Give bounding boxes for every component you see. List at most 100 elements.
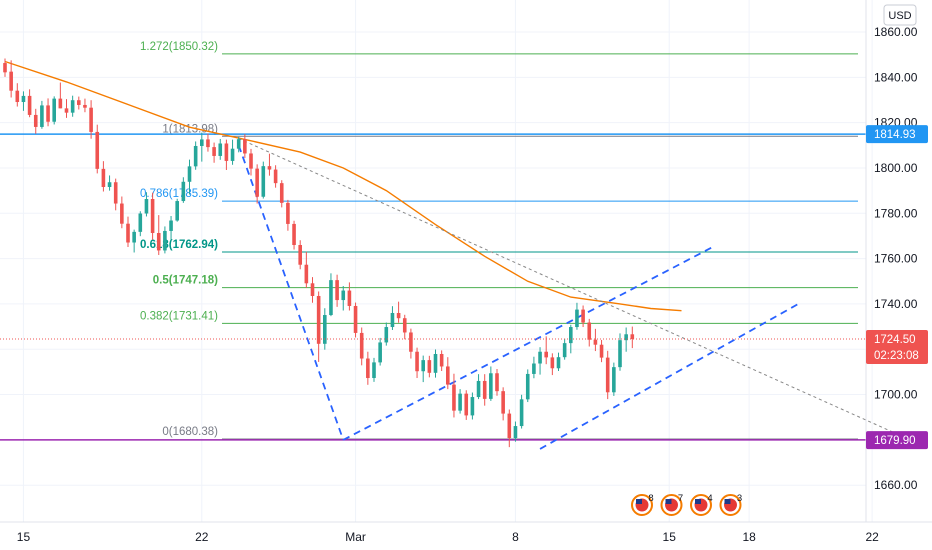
candle-body [310, 283, 315, 296]
candle-body [396, 312, 401, 319]
flag-icon-canton [695, 499, 701, 504]
channel-line[interactable] [342, 246, 713, 441]
price-tick-label: 1780.00 [874, 206, 918, 220]
candle-body [581, 309, 585, 323]
event-badge[interactable]: 7 [660, 493, 684, 516]
candle-body [372, 362, 376, 379]
candle-body [507, 413, 512, 439]
candle-body [261, 166, 266, 197]
event-badge[interactable]: 4 [690, 493, 713, 516]
candle-body [132, 231, 136, 243]
candle-body [304, 264, 309, 284]
event-badge[interactable]: 3 [719, 493, 743, 516]
candle-body [70, 100, 75, 113]
candle-body [9, 71, 13, 91]
candle-body [501, 391, 505, 414]
candle-body [593, 339, 598, 345]
candle-body [126, 223, 130, 243]
candle-body [525, 373, 530, 400]
candle-body [316, 295, 321, 344]
candle-body [446, 366, 450, 385]
candle-body [402, 318, 407, 333]
event-badges[interactable]: 8 7 4 3 [631, 493, 743, 516]
candle-body [193, 145, 198, 167]
time-tick-label: Mar [345, 530, 366, 544]
candle-body [64, 108, 69, 113]
candle-body [470, 397, 475, 416]
level-price-tag [866, 125, 928, 144]
candle-body [347, 290, 352, 306]
candle-body [169, 220, 173, 231]
candle-body [156, 232, 161, 251]
candle-body [206, 139, 210, 148]
candle-body [33, 114, 38, 127]
candle-body [3, 63, 7, 73]
candle-body [15, 90, 20, 103]
currency-button[interactable]: USD [883, 4, 917, 26]
time-tick-label: 15 [663, 530, 677, 544]
candle-body [489, 373, 493, 399]
candle-body [150, 199, 155, 233]
candle-body [544, 351, 548, 358]
price-axis[interactable]: 1660.001680.001700.001720.001740.001760.… [865, 0, 928, 522]
candle-body [439, 353, 444, 367]
fib-level-label: 1.272(1850.32) [140, 41, 218, 53]
candle-body [513, 426, 518, 439]
candle-body [292, 223, 296, 246]
candle-body [107, 182, 112, 187]
candles [3, 58, 635, 448]
candle-body [52, 98, 56, 122]
time-axis[interactable]: 15 22 Mar 8 15 18 22 [0, 521, 932, 544]
candle-body [409, 332, 413, 352]
candle-body [298, 245, 302, 265]
event-badge-count: 3 [737, 493, 742, 504]
time-tick-label: 22 [195, 530, 209, 544]
candle-body [612, 367, 616, 393]
candle-body [587, 322, 592, 340]
fibonacci-levels[interactable]: 1.272(1850.32) 1(1813.98) 0.786(1785.39) 0.… [140, 41, 858, 440]
candle-body [40, 105, 44, 127]
fib-level-label: 1(1813.98) [162, 123, 218, 135]
price-tick-label: 1740.00 [874, 297, 918, 311]
candle-body [120, 203, 124, 224]
candle-body [464, 393, 469, 416]
fib-level-label: 0.786(1785.39) [140, 188, 218, 200]
candle-body [27, 95, 32, 115]
candle-body [335, 280, 339, 301]
fib-level-label: 0.618(1762.94) [140, 239, 218, 251]
candle-body [58, 98, 63, 109]
candle-body [200, 139, 204, 146]
candle-body [495, 373, 499, 392]
price-tick-label: 1840.00 [874, 70, 918, 84]
price-tick-label: 1660.00 [874, 478, 918, 492]
candle-body [230, 148, 235, 161]
candle-body [279, 183, 284, 203]
channel-line[interactable] [539, 303, 799, 450]
candle-body [163, 230, 167, 251]
candle-body [359, 332, 364, 359]
level-price-tag-text: 1814.93 [874, 129, 916, 141]
price-tick-label: 1860.00 [874, 25, 918, 39]
event-badge[interactable]: 8 [631, 493, 654, 516]
candle-body [550, 357, 555, 369]
flag-icon-canton [724, 499, 731, 504]
candle-body [273, 169, 278, 184]
grid-layer [0, 0, 873, 522]
candle-body [83, 104, 87, 108]
candle-body [181, 181, 186, 202]
candle-body [575, 309, 579, 328]
candle-body [482, 380, 487, 399]
candle-body [224, 143, 229, 161]
horizontal-lines[interactable] [0, 133, 866, 441]
candle-body [255, 168, 259, 197]
fib-level-label: 0.382(1731.41) [140, 310, 218, 322]
candle-body [187, 166, 192, 182]
candle-body [144, 199, 149, 214]
candle-body [212, 147, 216, 156]
flag-icon-canton [665, 499, 672, 504]
candle-body [341, 290, 346, 301]
fib-level-label: 0.5(1747.18) [153, 275, 218, 287]
